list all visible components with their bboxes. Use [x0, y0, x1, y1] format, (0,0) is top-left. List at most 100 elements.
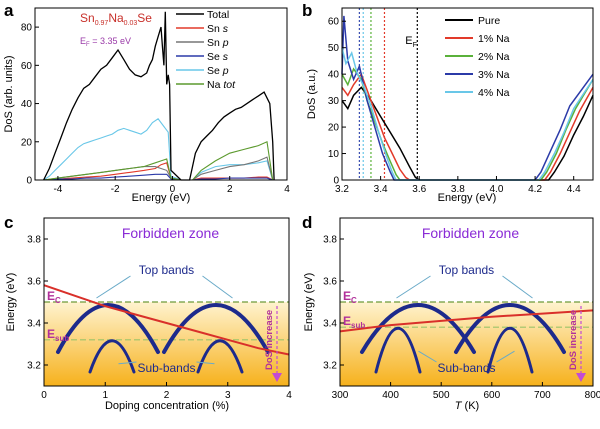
panel-b-xtick-label: 3.6 — [412, 184, 426, 195]
legend-label-se-p: Se p — [207, 65, 229, 77]
legend-label-se-s: Se s — [207, 51, 229, 63]
panel-c-fit-curve — [43, 284, 290, 356]
panel-d-xtick-label: 800 — [585, 390, 600, 401]
panel-b-ylabel: DoS (a.u.) — [306, 69, 318, 119]
panel-d-sub-bands-label: Sub-bands — [437, 361, 495, 375]
top-band-arch — [56, 303, 160, 354]
series-line-1-na — [341, 72, 594, 181]
panel-letter-c: c — [4, 213, 13, 232]
panel-c-ytick-label: 3.8 — [27, 235, 41, 246]
top-band-arch — [360, 303, 476, 354]
panel-b-frame — [341, 7, 594, 181]
legend-label-3-na: 3% Na — [478, 69, 510, 81]
panel-d: Forbidden zone Top bands Sub-bands EC Esub Do… — [303, 217, 600, 412]
panel-b-xtick-label: 3.4 — [374, 184, 388, 195]
panel-c-esub-label: Esub — [47, 327, 69, 343]
panel-c-sub-bands-arrow — [196, 361, 215, 365]
panel-d-sub-bands-arrow — [418, 350, 437, 363]
panel-a-xtick-label: -4 — [53, 184, 62, 195]
panel-c-ytick-label: 3.2 — [27, 361, 41, 372]
panel-b-fermi-label: EF — [405, 35, 417, 49]
panel-d-esub-label: Esub — [343, 314, 365, 330]
panel-d-xtick-label: 700 — [534, 390, 551, 401]
legend-label-total: Total — [207, 9, 229, 21]
panel-a-ytick-label: 0 — [26, 176, 32, 187]
panel-a-xtick-label: 2 — [227, 184, 233, 195]
legend-label-na-tot: Na tot — [207, 79, 236, 91]
panel-b-ytick-label: 60 — [328, 17, 340, 28]
panel-c-ytick-label: 3.6 — [27, 277, 41, 288]
panel-c-sub-bands-arrow — [118, 361, 137, 365]
sub-band-arch — [88, 339, 136, 374]
series-line-na-tot — [43, 141, 274, 181]
panel-c-xtick-label: 3 — [225, 390, 231, 401]
panel-c-dos-increase-label: DoS increase — [264, 310, 275, 370]
panel-a-ytick-label: 80 — [21, 23, 33, 34]
panel-a-ytick-label: 40 — [21, 99, 33, 110]
panel-a-xtick-label: -2 — [111, 184, 120, 195]
panel-b-xtick-label: 4.0 — [490, 184, 504, 195]
sub-band-arch — [196, 339, 244, 374]
panel-c-sub-bands-label: Sub-bands — [137, 361, 195, 375]
panel-d-ytick-label: 3.6 — [323, 277, 337, 288]
panel-a-xlabel: Energy (eV) — [132, 192, 191, 204]
series-line-3-na — [341, 15, 594, 181]
panel-d-dos-increase-label: DoS increase — [568, 310, 579, 370]
panel-c-top-bands-arrow — [96, 275, 131, 299]
panel-d-frame — [339, 217, 594, 387]
series-line-pure — [341, 86, 594, 181]
panel-d-ytick-label: 3.4 — [323, 319, 337, 330]
panel-c-dos-arrow-head — [272, 373, 282, 382]
panel-b-xtick-label: 4.2 — [528, 184, 542, 195]
panel-c-ec-label: EC — [47, 289, 61, 305]
panel-d-band-region — [340, 302, 593, 386]
sub-band-arch — [374, 326, 422, 374]
panel-a-ytick-label: 20 — [21, 137, 33, 148]
panel-b-xtick-label: 3.2 — [335, 184, 349, 195]
panel-d-top-bands-label: Top bands — [439, 263, 494, 277]
panel-d-top-bands-arrow — [396, 275, 431, 299]
panel-d-xtick-label: 400 — [382, 390, 399, 401]
series-line-se-p — [43, 118, 274, 181]
panel-d-dos-arrow-head — [576, 373, 586, 382]
panel-b-ytick-label: 10 — [328, 149, 340, 160]
panel-d-ytick-label: 3.2 — [323, 361, 337, 372]
series-line-4-na — [341, 47, 594, 181]
panel-c-xtick-label: 2 — [164, 390, 170, 401]
legend-label-pure: Pure — [478, 15, 500, 27]
panel-c-top-bands-label: Top bands — [139, 263, 194, 277]
panel-b-ytick-label: 40 — [328, 70, 340, 81]
panel-a-frame — [34, 7, 288, 181]
series-line-sn-p — [43, 156, 274, 181]
legend-label-sn-s: Sn s — [207, 23, 229, 35]
panel-b-ytick-label: 20 — [328, 123, 340, 134]
series-line-total — [43, 11, 275, 181]
sub-band-arch — [486, 326, 534, 374]
panel-d-xlabel: T (K) — [455, 400, 479, 412]
panel-d-ylabel: Energy (eV) — [303, 273, 315, 332]
panel-c: Forbidden zone Top bands Sub-bands EC Esub Do… — [5, 217, 292, 412]
panel-c-top-bands-arrow — [202, 275, 233, 299]
legend-label-1-na: 1% Na — [478, 33, 510, 45]
legend-label-4-na: 4% Na — [478, 87, 510, 99]
panel-d-xtick-label: 300 — [332, 390, 349, 401]
panel-a-xtick-label: 4 — [284, 184, 290, 195]
top-band-arch — [162, 303, 270, 354]
legend-label-sn-p: Sn p — [207, 37, 229, 49]
panel-b-xlabel: Energy (eV) — [438, 192, 497, 204]
panel-d-xtick-label: 600 — [483, 390, 500, 401]
panel-b: 3.2 3.4 3.6 3.8 4.0 4.2 4.4 0 10 20 30 40 50 60 EF Pu… — [306, 7, 594, 204]
panel-d-ytick-label: 3.8 — [323, 235, 337, 246]
panel-a-ylabel: DoS (arb. units) — [3, 55, 15, 132]
panel-d-title: Forbidden zone — [422, 225, 520, 241]
panel-c-ytick-label: 3.4 — [27, 319, 41, 330]
panel-a-fermi-annotation: EF = 3.35 eV — [80, 36, 131, 48]
panel-b-xtick-label: 3.8 — [451, 184, 465, 195]
panel-d-ec-label: EC — [343, 289, 357, 305]
panel-d-xtick-label: 500 — [433, 390, 450, 401]
panel-letter-a: a — [4, 1, 14, 20]
series-line-se-s — [43, 173, 273, 181]
panel-letter-b: b — [302, 1, 312, 20]
panel-a-xtick-label: 0 — [170, 184, 176, 195]
